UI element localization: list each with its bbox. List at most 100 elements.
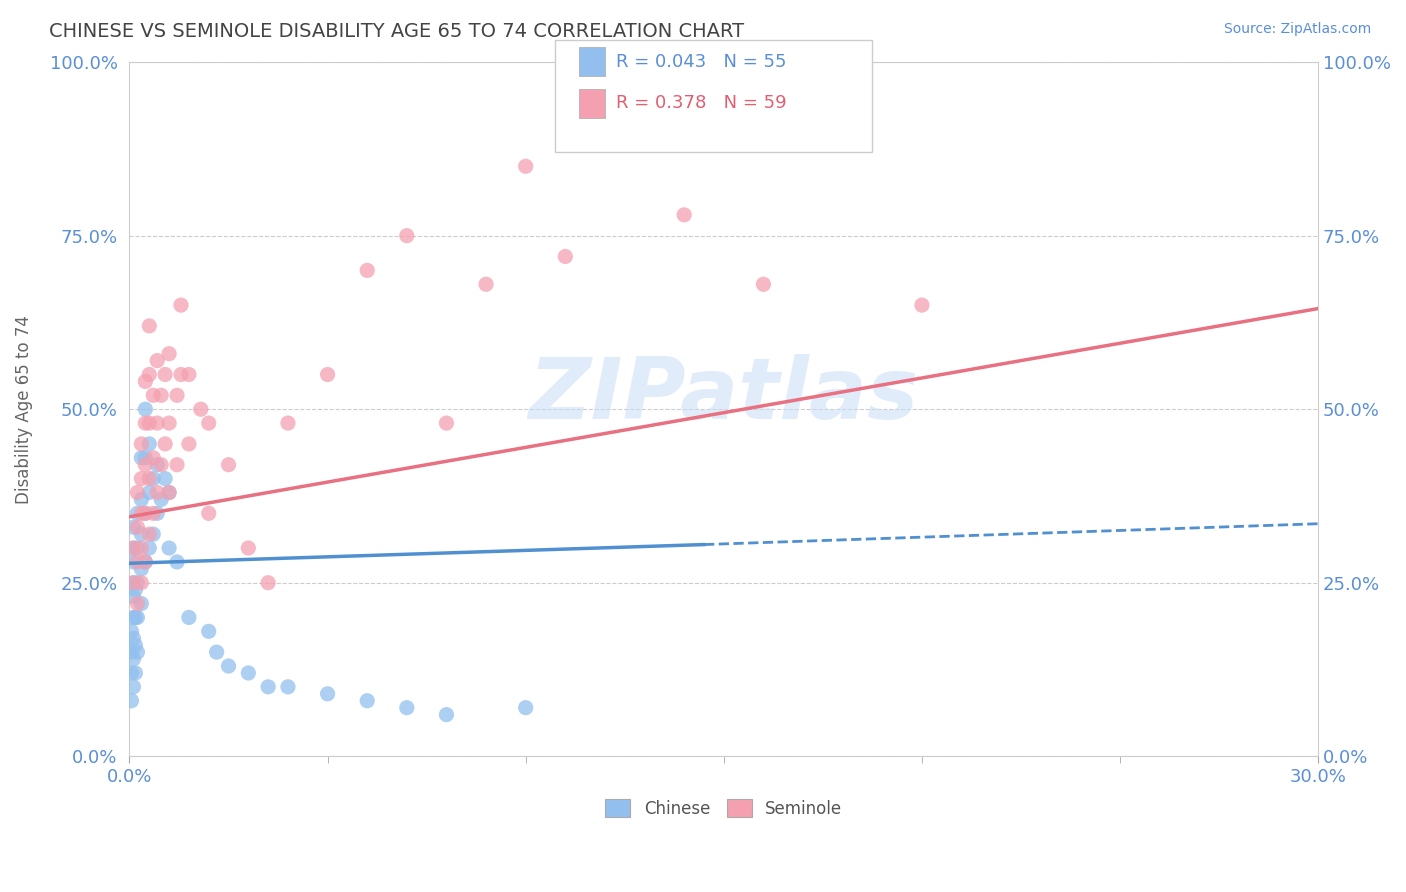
Point [134,416,156,430]
Text: R = 0.378   N = 59: R = 0.378 N = 59 [616,95,786,112]
Point [124,582,146,597]
Text: R = 0.043   N = 55: R = 0.043 N = 55 [616,53,786,70]
Point [316,687,339,701]
Point [134,555,156,569]
Point [134,458,156,472]
Point [166,555,188,569]
Point [911,298,934,312]
Point [166,388,188,402]
Point [218,458,240,472]
Point [146,353,169,368]
Y-axis label: Disability Age 65 to 74: Disability Age 65 to 74 [15,315,32,504]
Text: CHINESE VS SEMINOLE DISABILITY AGE 65 TO 74 CORRELATION CHART: CHINESE VS SEMINOLE DISABILITY AGE 65 TO… [49,22,744,41]
Point [138,472,160,486]
Point [127,541,149,555]
Point [146,458,169,472]
Text: ZIPatlas: ZIPatlas [529,354,920,437]
Point [122,541,145,555]
Point [124,665,146,680]
Point [146,485,169,500]
Point [205,645,228,659]
Point [122,632,145,646]
Point [257,575,280,590]
Point [157,541,180,555]
Point [554,250,576,264]
Point [122,575,145,590]
Point [134,375,156,389]
Point [120,694,142,708]
Point [122,610,145,624]
Point [150,492,173,507]
Point [131,437,153,451]
Point [120,665,142,680]
Point [633,124,655,138]
Point [218,659,240,673]
Point [752,277,775,292]
Point [127,520,149,534]
Point [277,680,299,694]
Point [127,485,149,500]
Point [142,388,165,402]
Point [170,298,193,312]
Point [316,368,339,382]
Point [356,263,378,277]
Point [131,597,153,611]
Point [127,555,149,569]
Legend: Chinese, Seminole: Chinese, Seminole [599,793,849,824]
Point [124,610,146,624]
Point [134,555,156,569]
Point [131,541,153,555]
Point [436,416,458,430]
Point [134,506,156,520]
Point [277,416,299,430]
Point [395,700,418,714]
Point [153,437,176,451]
Point [197,416,219,430]
Point [142,527,165,541]
Point [142,472,165,486]
Point [138,368,160,382]
Point [166,458,188,472]
Point [122,520,145,534]
Point [127,645,149,659]
Point [515,159,537,173]
Point [153,472,176,486]
Point [238,665,260,680]
Point [131,527,153,541]
Point [436,707,458,722]
Point [122,541,145,555]
Point [153,368,176,382]
Point [138,318,160,333]
Point [197,624,219,639]
Point [146,506,169,520]
Point [157,346,180,360]
Point [127,610,149,624]
Point [177,610,200,624]
Point [177,437,200,451]
Point [515,700,537,714]
Point [120,645,142,659]
Point [138,416,160,430]
Text: Source: ZipAtlas.com: Source: ZipAtlas.com [1223,22,1371,37]
Point [138,541,160,555]
Point [131,472,153,486]
Point [138,527,160,541]
Point [673,208,696,222]
Point [120,624,142,639]
Point [122,590,145,604]
Point [122,652,145,666]
Point [134,450,156,465]
Point [150,388,173,402]
Point [395,228,418,243]
Point [127,506,149,520]
Point [124,638,146,652]
Point [122,680,145,694]
Point [177,368,200,382]
Point [146,416,169,430]
Point [134,402,156,417]
Point [150,458,173,472]
Point [131,575,153,590]
Point [170,368,193,382]
Point [142,450,165,465]
Point [157,485,180,500]
